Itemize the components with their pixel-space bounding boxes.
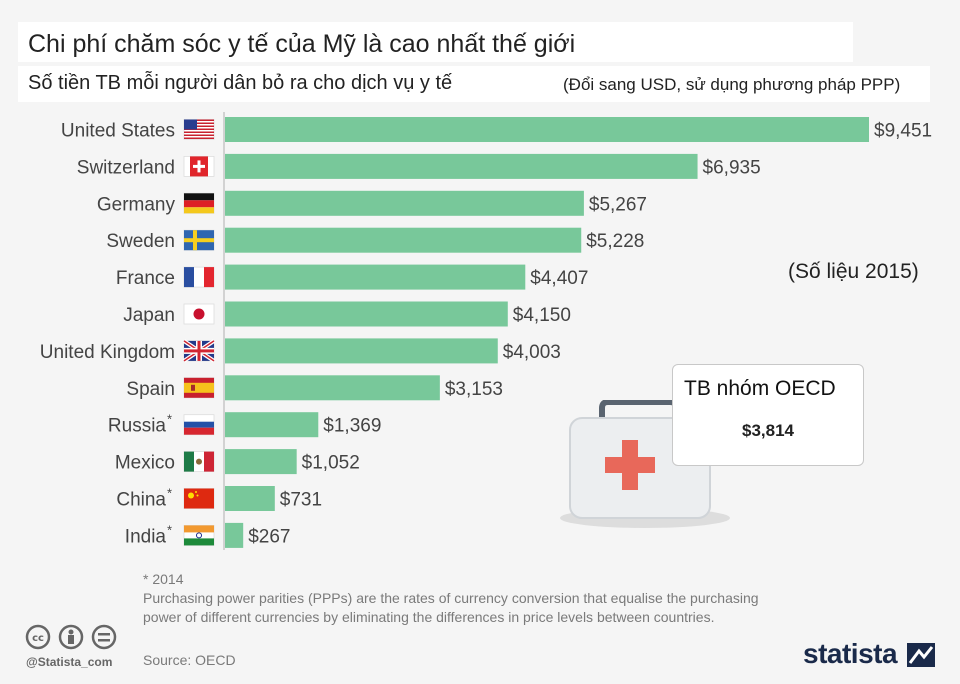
year-note: (Số liệu 2015) (788, 260, 919, 283)
bar (225, 412, 319, 438)
category-label: Switzerland (77, 157, 175, 178)
value-label: $4,150 (513, 305, 571, 326)
ppp-note: Purchasing power parities (PPPs) are the… (143, 590, 759, 625)
ru-flag-icon (183, 414, 215, 436)
bar (225, 153, 698, 179)
in-flag-icon (183, 525, 215, 546)
statista-logo: statista (803, 638, 898, 669)
chart-subtitle: Số tiền TB mỗi người dân bỏ ra cho dịch … (28, 72, 453, 94)
se-flag-icon (183, 229, 215, 251)
oecd-average-value: $3,814 (742, 421, 794, 440)
category-label: Mexico (115, 453, 175, 474)
attribution-icon (58, 624, 84, 650)
bar (225, 301, 508, 327)
bar (225, 190, 584, 216)
bar (225, 117, 869, 142)
de-flag-icon (183, 192, 215, 214)
category-label: Sweden (106, 231, 175, 252)
source-note: Source: OECD (143, 652, 236, 668)
asterisk-note: * 2014 (143, 571, 184, 587)
value-label: $5,267 (589, 194, 647, 215)
category-label: Japan (123, 305, 175, 326)
title-background (18, 22, 853, 62)
bar (225, 264, 526, 290)
category-label: India (125, 526, 167, 547)
value-label: $4,003 (503, 342, 561, 363)
svg-text:cc: cc (32, 633, 44, 644)
category-label: Russia (108, 416, 167, 437)
cc-icon (25, 624, 51, 650)
value-label: $1,052 (302, 453, 360, 474)
asterisk-mark: * (167, 522, 172, 537)
category-label: Spain (126, 379, 175, 400)
mx-flag-icon (183, 451, 215, 473)
value-label: $4,407 (530, 268, 588, 289)
no-derivatives-icon (91, 624, 117, 650)
creative-commons-icons: cc (25, 624, 117, 650)
oecd-average-label: TB nhóm OECD (684, 377, 836, 400)
statista-handle: @Statista_com (26, 655, 113, 669)
category-label: China (116, 490, 166, 511)
value-label: $3,153 (445, 379, 503, 400)
category-label: United Kingdom (40, 342, 175, 363)
unit-note: (Đổi sang USD, sử dụng phương pháp PPP) (563, 75, 901, 94)
asterisk-mark: * (167, 486, 172, 501)
es-flag-icon (183, 377, 215, 399)
fr-flag-icon (183, 266, 215, 288)
footnote: * 2014 Purchasing power parities (PPPs) … (143, 570, 783, 627)
chart-title: Chi phí chăm sóc y tế của Mỹ là cao nhất… (28, 30, 576, 58)
bar (225, 338, 498, 364)
value-label: $6,935 (703, 157, 761, 178)
bar (225, 522, 244, 548)
value-label: $9,451 (874, 121, 932, 142)
gb-flag-icon (182, 339, 216, 363)
statista-logo-icon (907, 643, 935, 667)
jp-flag-icon (183, 303, 215, 325)
value-label: $731 (280, 490, 322, 511)
category-label: France (116, 268, 175, 289)
bar (225, 375, 440, 401)
bar (225, 227, 582, 253)
value-label: $1,369 (323, 416, 381, 437)
asterisk-mark: * (167, 412, 172, 427)
value-label: $267 (248, 526, 290, 547)
ch-flag-icon (183, 155, 215, 177)
bar (225, 449, 297, 475)
oecd-average-box (672, 364, 864, 466)
category-label: Germany (97, 194, 176, 215)
cn-flag-icon (183, 488, 215, 509)
bar (225, 486, 275, 511)
category-label: United States (61, 121, 175, 142)
us-flag-icon (183, 119, 215, 140)
value-label: $5,228 (586, 231, 644, 252)
subtitle-background (18, 66, 930, 102)
